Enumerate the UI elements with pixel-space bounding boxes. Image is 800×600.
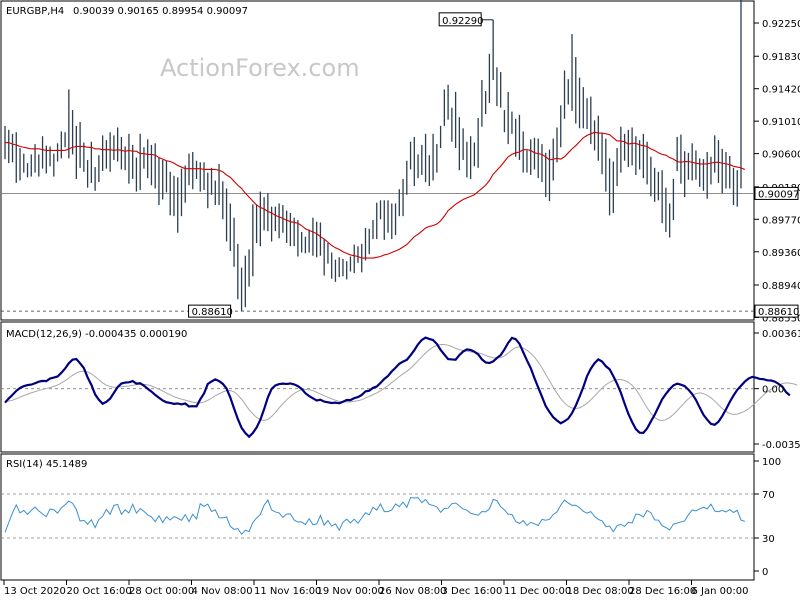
rsi-line [4,497,745,536]
price-tick-label: 0.91830 [762,52,800,63]
low-marker-box [188,304,232,318]
price-tick-label: 0.91010 [762,117,800,128]
x-tick-label: 11 Nov 16:00 [254,586,321,597]
rsi-panel [0,453,755,581]
rsi-tick-label: 70 [762,490,775,501]
watermark: ActionForex.com [160,54,360,82]
low-level-axis-label: 0.88610 [758,307,799,318]
price-tick-label: 0.89770 [762,215,800,226]
price-tick-label: 0.88940 [762,281,800,292]
x-tick-label: 6 Jan 00:00 [692,586,749,597]
high-marker-box [438,12,482,27]
x-tick-label: 3 Dec 16:00 [442,586,503,597]
x-tick-label: 28 Dec 16:00 [629,586,696,597]
rsi-tick-label: 0 [762,567,768,578]
x-tick-label: 4 Nov 08:00 [192,586,253,597]
last-price-box [754,186,799,200]
macd-tick-label: -0.003592 [762,440,800,451]
high-marker-label: 0.92290 [442,16,483,27]
rsi-title: RSI(14) 45.1489 [6,459,87,470]
x-tick-label: 11 Dec 00:00 [504,586,571,597]
rsi-tick-label: 100 [762,457,781,468]
moving-average-line [5,131,745,259]
price-tick-label: 0.91420 [762,85,800,96]
price-tick-label: 0.92250 [762,19,800,30]
rsi-tick-label: 30 [762,534,775,545]
price-panel [0,0,755,321]
x-tick-label: 19 Nov 00:00 [317,586,384,597]
x-tick-label: 13 Oct 2020 [4,586,66,597]
low-marker-label: 0.88610 [192,307,233,318]
x-tick-label: 28 Oct 00:00 [129,586,194,597]
price-tick-label: 0.89360 [762,248,800,259]
price-title: EURGBP,H4 [6,6,64,17]
price-tick-label: 0.88530 [762,313,800,324]
last-price-label: 0.90097 [758,189,799,200]
macd-main-line [4,336,791,439]
macd-title: MACD(12,26,9) -0.000435 0.000190 [6,329,187,340]
price-tick-label: 0.90600 [762,150,800,161]
x-tick-label: 18 Dec 08:00 [567,586,634,597]
price-ohlc: 0.90039 0.90165 0.89954 0.90097 [73,6,248,17]
x-tick-label: 20 Oct 16:00 [67,586,132,597]
macd-signal-line [4,343,798,422]
macd-tick-label: 0.00 [762,385,784,396]
low-level-box [754,304,799,318]
x-tick-label: 26 Nov 08:00 [379,586,446,597]
macd-tick-label: 0.003615 [762,329,800,340]
